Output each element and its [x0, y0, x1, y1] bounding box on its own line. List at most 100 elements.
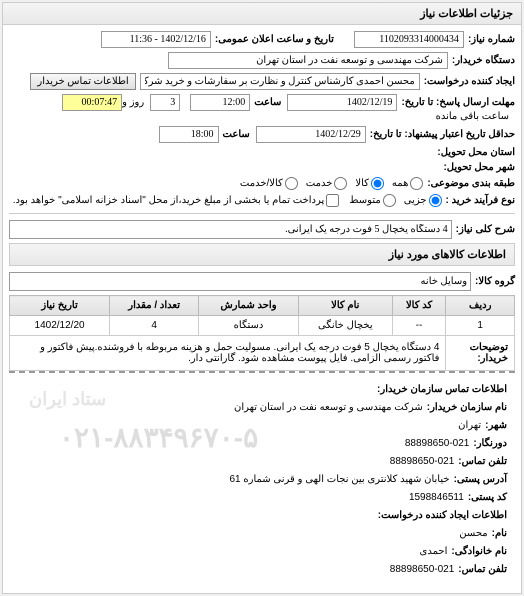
th-name: نام کالا [298, 296, 392, 316]
validity-label: حداقل تاریخ اعتبار پیشنهاد: تا تاریخ: [370, 129, 515, 140]
request-number-input[interactable] [354, 31, 464, 48]
radio-mid[interactable]: متوسط [349, 194, 395, 207]
finance-checkbox[interactable]: پرداخت تمام یا بخشی از مبلغ خرید،از محل … [13, 194, 340, 207]
buyer-input[interactable] [168, 52, 448, 69]
radio-goods[interactable]: کالا [355, 177, 384, 190]
announce-input[interactable] [101, 31, 211, 48]
deadline-date-input[interactable] [287, 94, 397, 111]
radio-mid-input[interactable] [383, 194, 396, 207]
radio-rent-input[interactable] [285, 177, 298, 190]
cell-code: -- [392, 316, 446, 336]
contact-box: ستاد ایران ۰۲۱-۸۸۳۴۹۶۷۰-۵ اطلاعات تماس س… [9, 371, 515, 587]
radio-services[interactable]: خدمت [306, 177, 348, 190]
tel-value: 88898650-021 [390, 453, 455, 471]
family-label: نام خانوادگی: [451, 543, 507, 561]
radio-goods-input[interactable] [371, 177, 384, 190]
row-group: گروه کالا: [9, 272, 515, 291]
panel-body: شماره نیاز: تاریخ و ساعت اعلان عمومی: دس… [3, 25, 521, 593]
zip-value: 1598846511 [409, 489, 464, 507]
budget-radio-group: همه کالا خدمت کالا/خدمت [240, 177, 423, 190]
table-row[interactable]: 1 -- یخچال خانگی دستگاه 4 1402/12/20 [10, 316, 515, 336]
th-date: تاریخ نیاز [10, 296, 110, 316]
city-value: تهران [458, 417, 481, 435]
details-panel: جزئیات اطلاعات نیاز شماره نیاز: تاریخ و … [2, 2, 522, 594]
cell-goodname: یخچال خانگی [298, 316, 392, 336]
time-label-2: ساعت [223, 129, 250, 140]
name-value: محسن [459, 525, 487, 543]
th-code: کد کالا [392, 296, 446, 316]
org-value: شرکت مهندسی و توسعه نفت در استان تهران [234, 399, 423, 417]
goods-table: ردیف کد کالا نام کالا واحد شمارش تعداد /… [9, 295, 515, 371]
cell-qty: 4 [110, 316, 199, 336]
goods-section-title: اطلاعات کالاهای مورد نیاز [9, 243, 515, 266]
desc-value-cell: 4 دستگاه یخچال 5 فوت درجه یک ایرانی. مسو… [10, 336, 446, 371]
request-number-label: شماره نیاز: [468, 34, 515, 45]
th-row: ردیف [446, 296, 515, 316]
need-title-input[interactable] [9, 220, 452, 239]
delivery-city-label: شهر محل تحویل: [443, 162, 515, 173]
family-value: احمدی [420, 543, 448, 561]
finance-label: نوع فرآیند خرید : [446, 195, 515, 206]
time-label-1: ساعت [254, 97, 281, 108]
days-label: روز و [122, 97, 144, 108]
announce-label: تاریخ و ساعت اعلان عمومی: [215, 34, 334, 45]
radio-all-input[interactable] [410, 177, 423, 190]
th-qty: تعداد / مقدار [110, 296, 199, 316]
radio-services-input[interactable] [334, 177, 347, 190]
row-need-title: شرح کلی نیاز: [9, 220, 515, 239]
req-creator-label: اطلاعات ایجاد کننده درخواست: [378, 507, 507, 525]
addr-value: خیابان شهید کلانتری بین نجات الهی و قرنی… [229, 471, 449, 489]
city-label: شهر: [485, 417, 507, 435]
table-desc-row: توضیحات خریدار: 4 دستگاه یخچال 5 فوت درج… [10, 336, 515, 371]
cell-unit: دستگاه [199, 316, 299, 336]
buyer-label: دستگاه خریدار: [452, 55, 515, 66]
table-header-row: ردیف کد کالا نام کالا واحد شمارش تعداد /… [10, 296, 515, 316]
fax-label: دورنگار: [473, 435, 507, 453]
row-requester: ایجاد کننده درخواست: اطلاعات تماس خریدار [9, 73, 515, 90]
days-input[interactable] [150, 94, 180, 111]
tel2-value: 88898650-021 [390, 561, 455, 579]
radio-all[interactable]: همه [392, 177, 423, 190]
radio-low-input[interactable] [429, 194, 442, 207]
remaining-time-input [62, 94, 122, 111]
panel-title: جزئیات اطلاعات نیاز [3, 3, 521, 25]
row-deadline: مهلت ارسال پاسخ: تا تاریخ: ساعت روز و سا… [9, 94, 515, 122]
desc-label-cell: توضیحات خریدار: [446, 336, 515, 371]
tel-label: تلفن تماس: [458, 453, 507, 471]
row-delivery-state: استان محل تحویل: [9, 147, 515, 158]
contact-button[interactable]: اطلاعات تماس خریدار [30, 73, 135, 90]
contact-title: اطلاعات تماس سازمان خریدار: [377, 381, 507, 399]
validity-date-input[interactable] [256, 126, 366, 143]
row-delivery-city: شهر محل تحویل: [9, 162, 515, 173]
remaining-label: ساعت باقی مانده [436, 111, 509, 122]
th-unit: واحد شمارش [199, 296, 299, 316]
budget-label: طبقه بندی موضوعی: [427, 178, 515, 189]
cell-date: 1402/12/20 [10, 316, 110, 336]
validity-time-input[interactable] [159, 126, 219, 143]
cell-row: 1 [446, 316, 515, 336]
need-title-label: شرح کلی نیاز: [456, 224, 515, 235]
delivery-state-label: استان محل تحویل: [437, 147, 515, 158]
tel2-label: تلفن تماس: [458, 561, 507, 579]
desc-label: توضیحات خریدار: [470, 342, 508, 364]
requester-input[interactable] [140, 73, 420, 90]
group-label: گروه کالا: [475, 276, 515, 287]
fax-value: 88898650-021 [405, 435, 470, 453]
row-request-number: شماره نیاز: تاریخ و ساعت اعلان عمومی: [9, 31, 515, 48]
addr-label: آدرس پستی: [454, 471, 507, 489]
radio-rent[interactable]: کالا/خدمت [240, 177, 298, 190]
deadline-label: مهلت ارسال پاسخ: تا تاریخ: [401, 97, 515, 108]
finance-radio-group: جزیی متوسط [349, 194, 441, 207]
row-finance: نوع فرآیند خرید : جزیی متوسط پرداخت تمام… [9, 194, 515, 207]
name-label: نام: [492, 525, 507, 543]
deadline-time-input[interactable] [190, 94, 250, 111]
row-buyer: دستگاه خریدار: [9, 52, 515, 69]
group-input[interactable] [9, 272, 471, 291]
org-label: نام سازمان خریدار: [427, 399, 507, 417]
row-validity: حداقل تاریخ اعتبار پیشنهاد: تا تاریخ: سا… [9, 126, 515, 143]
requester-label: ایجاد کننده درخواست: [424, 76, 515, 87]
row-budget: طبقه بندی موضوعی: همه کالا خدمت کالا/خدم… [9, 177, 515, 190]
radio-low[interactable]: جزیی [404, 194, 442, 207]
zip-label: کد پستی: [468, 489, 507, 507]
finance-checkbox-input[interactable] [326, 194, 339, 207]
